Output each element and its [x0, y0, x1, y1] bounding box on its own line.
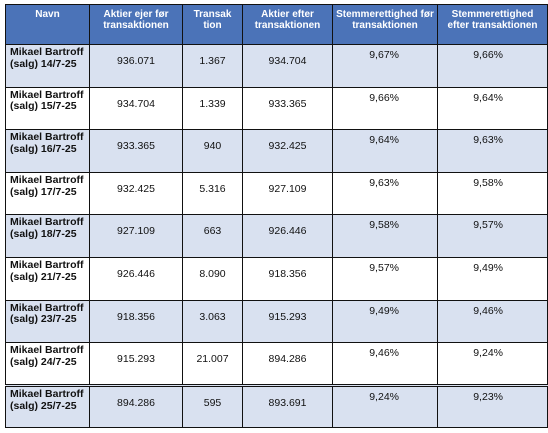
transaction-cell: 5.316	[182, 171, 243, 216]
name-cell: Mikael Bartroff (salg) 14/7-25	[5, 44, 90, 88]
voting-after-cell: 9,64%	[437, 86, 548, 131]
header-name: Navn	[5, 4, 90, 45]
transaction-cell: 663	[182, 214, 243, 258]
voting-before-cell: 9,46%	[332, 342, 438, 386]
voting-before-cell: 9,49%	[332, 299, 438, 344]
shares-after-cell: 918.356	[242, 256, 333, 301]
transactions-table-container: Navn Aktier ejer før transaktionen Trans…	[5, 4, 548, 429]
name-cell: Mikael Bartroff (salg) 24/7-25	[5, 342, 90, 386]
table-header: Navn Aktier ejer før transaktionen Trans…	[5, 4, 548, 45]
voting-before-cell: 9,57%	[332, 256, 438, 301]
name-cell: Mikael Bartroff (salg) 21/7-25	[5, 256, 90, 301]
transaction-cell: 8.090	[182, 256, 243, 301]
voting-after-cell: 9,66%	[437, 44, 548, 88]
transaction-cell: 595	[182, 383, 243, 429]
voting-before-cell: 9,63%	[332, 171, 438, 216]
header-row: Navn Aktier ejer før transaktionen Trans…	[5, 4, 548, 45]
header-shares-before: Aktier ejer før transaktionen	[89, 4, 183, 45]
voting-after-cell: 9,63%	[437, 129, 548, 173]
voting-before-cell: 9,66%	[332, 86, 438, 131]
voting-before-cell: 9,24%	[332, 383, 438, 429]
table-row: Mikael Bartroff (salg) 17/7-25 932.425 5.3…	[5, 171, 548, 216]
shares-before-cell: 932.425	[89, 171, 183, 216]
name-cell: Mikael Bartroff (salg) 18/7-25	[5, 214, 90, 258]
table-row: Mikael Bartroff (salg) 18/7-25 927.109 663…	[5, 214, 548, 258]
shares-after-cell: 926.446	[242, 214, 333, 258]
transaction-cell: 1.339	[182, 86, 243, 131]
table-row: Mikael Bartroff (salg) 16/7-25 933.365 940…	[5, 129, 548, 173]
shares-after-cell: 915.293	[242, 299, 333, 344]
transactions-table: Navn Aktier ejer før transaktionen Trans…	[5, 4, 548, 429]
table-row: Mikael Bartroff (salg) 25/7-25 894.286 595…	[5, 383, 548, 429]
table-row: Mikael Bartroff (salg) 21/7-25 926.446 8.0…	[5, 256, 548, 301]
table-row: Mikael Bartroff (salg) 14/7-25 936.071 1.3…	[5, 44, 548, 88]
shares-before-cell: 918.356	[89, 299, 183, 344]
table-row: Mikael Bartroff (salg) 23/7-25 918.356 3.0…	[5, 299, 548, 344]
voting-after-cell: 9,58%	[437, 171, 548, 216]
shares-after-cell: 934.704	[242, 44, 333, 88]
header-voting-before: Stemmerettighed før transaktionen	[332, 4, 438, 45]
voting-after-cell: 9,49%	[437, 256, 548, 301]
transaction-cell: 1.367	[182, 44, 243, 88]
shares-after-cell: 927.109	[242, 171, 333, 216]
shares-after-cell: 893.691	[242, 383, 333, 429]
header-transaction: Transak tion	[182, 4, 243, 45]
shares-before-cell: 926.446	[89, 256, 183, 301]
shares-after-cell: 894.286	[242, 342, 333, 386]
transaction-cell: 21.007	[182, 342, 243, 386]
header-voting-after: Stemmerettighed efter transaktionen	[437, 4, 548, 45]
shares-before-cell: 933.365	[89, 129, 183, 173]
shares-after-cell: 932.425	[242, 129, 333, 173]
shares-before-cell: 915.293	[89, 342, 183, 386]
shares-before-cell: 936.071	[89, 44, 183, 88]
table-row: Mikael Bartroff (salg) 15/7-25 934.704 1.3…	[5, 86, 548, 131]
voting-after-cell: 9,24%	[437, 342, 548, 386]
shares-before-cell: 927.109	[89, 214, 183, 258]
transaction-cell: 3.063	[182, 299, 243, 344]
header-shares-after: Aktier efter transaktionen	[242, 4, 333, 45]
name-cell: Mikael Bartroff (salg) 15/7-25	[5, 86, 90, 131]
name-cell: Mikael Bartroff (salg) 25/7-25	[5, 383, 90, 429]
table-row: Mikael Bartroff (salg) 24/7-25 915.293 21.…	[5, 342, 548, 386]
voting-before-cell: 9,64%	[332, 129, 438, 173]
transaction-cell: 940	[182, 129, 243, 173]
shares-before-cell: 894.286	[89, 383, 183, 429]
voting-after-cell: 9,23%	[437, 383, 548, 429]
table-body: Mikael Bartroff (salg) 14/7-25 936.071 1.3…	[5, 44, 548, 429]
voting-before-cell: 9,58%	[332, 214, 438, 258]
name-cell: Mikael Bartroff (salg) 23/7-25	[5, 299, 90, 344]
shares-before-cell: 934.704	[89, 86, 183, 131]
shares-after-cell: 933.365	[242, 86, 333, 131]
voting-after-cell: 9,57%	[437, 214, 548, 258]
name-cell: Mikael Bartroff (salg) 16/7-25	[5, 129, 90, 173]
voting-before-cell: 9,67%	[332, 44, 438, 88]
name-cell: Mikael Bartroff (salg) 17/7-25	[5, 171, 90, 216]
voting-after-cell: 9,46%	[437, 299, 548, 344]
